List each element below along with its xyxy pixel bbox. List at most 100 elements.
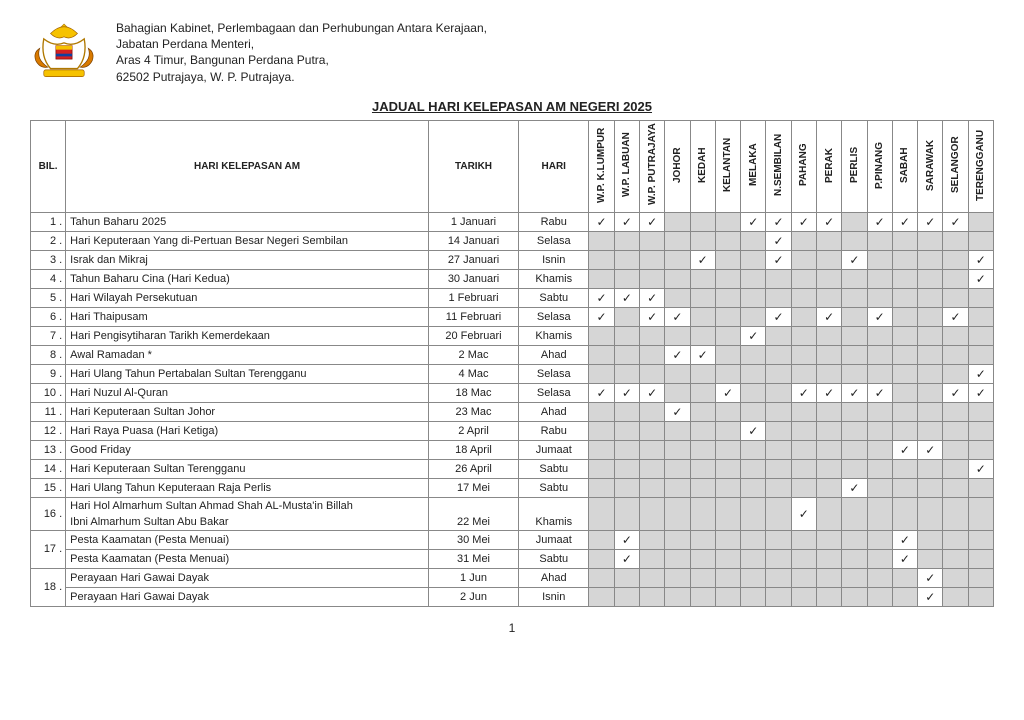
region-cell: ✓	[665, 345, 690, 364]
region-cell	[816, 364, 841, 383]
region-cell	[614, 345, 639, 364]
region-cell	[816, 478, 841, 497]
region-cell	[715, 530, 740, 549]
region-cell	[715, 587, 740, 606]
region-cell	[614, 440, 639, 459]
region-cell	[943, 497, 968, 530]
region-cell: ✓	[589, 288, 614, 307]
holiday-day: Ahad	[519, 568, 589, 587]
region-cell	[842, 587, 867, 606]
region-cell: ✓	[791, 212, 816, 231]
region-cell: ✓	[918, 568, 943, 587]
region-cell	[766, 383, 791, 402]
col-region: TERENGGANU	[968, 120, 993, 212]
region-cell	[690, 440, 715, 459]
holiday-name: Hari Wilayah Persekutuan	[66, 288, 429, 307]
region-cell	[741, 307, 766, 326]
region-cell	[968, 549, 993, 568]
region-cell	[791, 530, 816, 549]
table-row: 8 .Awal Ramadan *2 MacAhad✓✓	[31, 345, 994, 364]
col-bil: BIL.	[31, 120, 66, 212]
region-cell	[791, 345, 816, 364]
bil-cell: 7 .	[31, 326, 66, 345]
holiday-name: Tahun Baharu 2025	[66, 212, 429, 231]
region-cell	[614, 478, 639, 497]
holiday-date: 17 Mei	[428, 478, 518, 497]
region-cell	[665, 459, 690, 478]
bil-cell: 4 .	[31, 269, 66, 288]
region-cell	[715, 497, 740, 530]
bil-cell: 16 .	[31, 497, 66, 530]
region-cell	[943, 402, 968, 421]
region-cell	[690, 549, 715, 568]
region-cell	[968, 402, 993, 421]
region-cell	[690, 587, 715, 606]
region-cell	[816, 250, 841, 269]
region-cell	[741, 440, 766, 459]
table-row: 4 .Tahun Baharu Cina (Hari Kedua)30 Janu…	[31, 269, 994, 288]
region-cell	[892, 383, 917, 402]
region-cell: ✓	[968, 250, 993, 269]
region-cell	[639, 440, 664, 459]
region-cell: ✓	[589, 383, 614, 402]
region-cell	[715, 478, 740, 497]
bil-cell: 13 .	[31, 440, 66, 459]
region-cell	[614, 250, 639, 269]
region-cell	[867, 288, 892, 307]
region-cell	[791, 288, 816, 307]
region-cell	[968, 478, 993, 497]
holiday-day: Isnin	[519, 250, 589, 269]
col-region: P.PINANG	[867, 120, 892, 212]
region-cell	[766, 459, 791, 478]
region-cell	[766, 345, 791, 364]
table-row: Perayaan Hari Gawai Dayak2 JunIsnin✓	[31, 587, 994, 606]
region-cell	[968, 231, 993, 250]
region-cell	[665, 530, 690, 549]
region-cell	[892, 307, 917, 326]
region-cell	[842, 530, 867, 549]
page-number: 1	[30, 621, 994, 635]
table-row: Pesta Kaamatan (Pesta Menuai)31 MeiSabtu…	[31, 549, 994, 568]
table-row: 2 .Hari Keputeraan Yang di-Pertuan Besar…	[31, 231, 994, 250]
holiday-day: Isnin	[519, 587, 589, 606]
holiday-date: 1 Jun	[428, 568, 518, 587]
document-title: JADUAL HARI KELEPASAN AM NEGERI 2025	[30, 99, 994, 114]
region-cell	[968, 530, 993, 549]
bil-cell: 2 .	[31, 231, 66, 250]
region-cell: ✓	[968, 269, 993, 288]
region-cell	[918, 364, 943, 383]
region-cell	[892, 587, 917, 606]
region-cell	[665, 383, 690, 402]
region-cell	[816, 288, 841, 307]
region-cell	[918, 530, 943, 549]
holiday-name: Ibni Almarhum Sultan Abu Bakar	[66, 514, 429, 531]
region-cell	[943, 568, 968, 587]
region-cell	[741, 549, 766, 568]
region-cell	[842, 269, 867, 288]
holiday-name: Hari Ulang Tahun Keputeraan Raja Perlis	[66, 478, 429, 497]
region-cell	[589, 440, 614, 459]
col-region: PAHANG	[791, 120, 816, 212]
table-row: 13 .Good Friday18 AprilJumaat✓✓	[31, 440, 994, 459]
region-cell	[943, 459, 968, 478]
region-cell: ✓	[968, 364, 993, 383]
table-row: 18 .Perayaan Hari Gawai Dayak1 JunAhad✓	[31, 568, 994, 587]
region-cell: ✓	[867, 212, 892, 231]
region-cell	[816, 402, 841, 421]
region-cell	[892, 421, 917, 440]
region-cell	[766, 402, 791, 421]
region-cell	[665, 587, 690, 606]
region-cell	[690, 383, 715, 402]
region-cell	[639, 326, 664, 345]
region-cell	[867, 364, 892, 383]
region-cell	[690, 421, 715, 440]
region-cell	[741, 231, 766, 250]
region-cell	[816, 568, 841, 587]
region-cell	[614, 497, 639, 530]
region-cell	[690, 530, 715, 549]
region-cell	[665, 497, 690, 530]
bil-cell: 14 .	[31, 459, 66, 478]
holiday-day: Selasa	[519, 364, 589, 383]
region-cell: ✓	[589, 307, 614, 326]
region-cell	[842, 568, 867, 587]
